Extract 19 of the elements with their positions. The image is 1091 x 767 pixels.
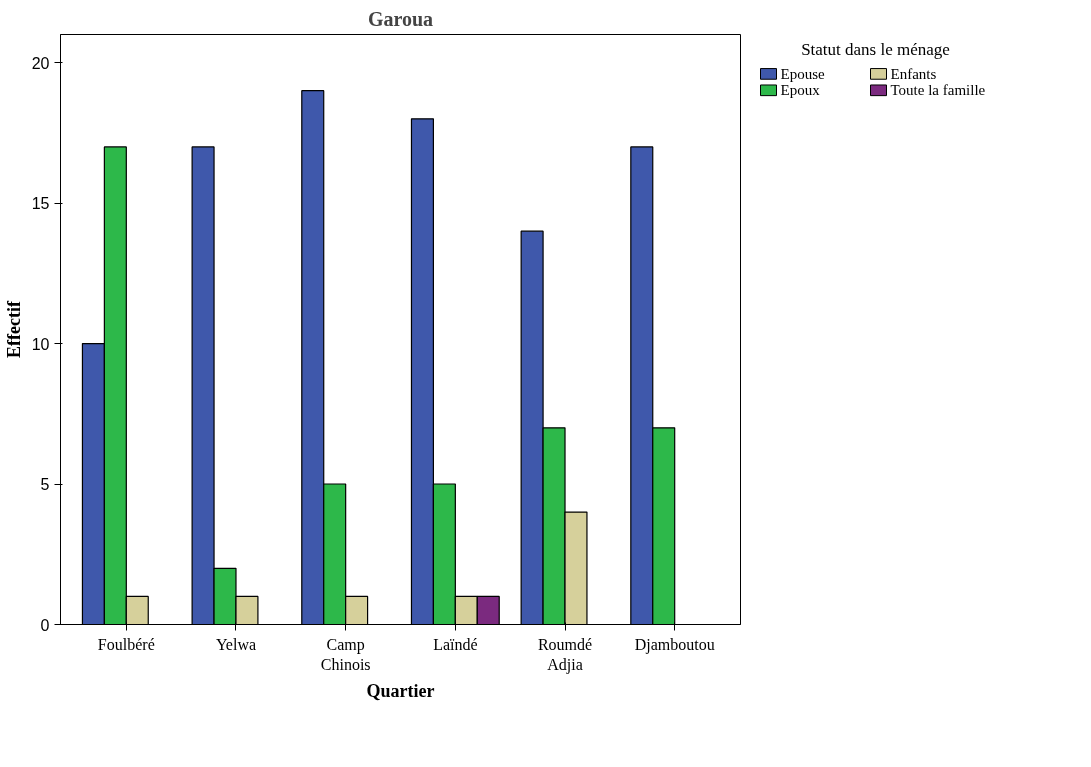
x-tick-label: Foulbéré [97,635,155,653]
x-tick-label: Djamboutou [634,635,715,654]
x-tick-label: Yelwa [215,635,257,653]
y-axis-title: Effectif [3,300,24,358]
legend-title: Statut dans le ménage [801,40,950,60]
y-tick-label: 5 [40,476,50,494]
y-tick-label: 15 [31,195,50,213]
legend-label: Enfants [890,65,937,82]
y-tick-label: 0 [40,616,50,634]
x-axis-title: Quartier [366,680,435,701]
y-tick-label: 20 [31,54,50,72]
chart-title: Garoua [367,7,434,30]
y-tick-label: 10 [31,335,50,353]
legend-label: Epoux [780,82,821,99]
legend-label: Toute la famille [890,82,986,99]
x-tick-label: Camp Chinois [320,635,371,673]
x-tick-label: Roumdé Adjia [537,635,593,674]
legend-label: Epouse [780,65,825,82]
x-tick-label: Laïndé [433,635,478,653]
